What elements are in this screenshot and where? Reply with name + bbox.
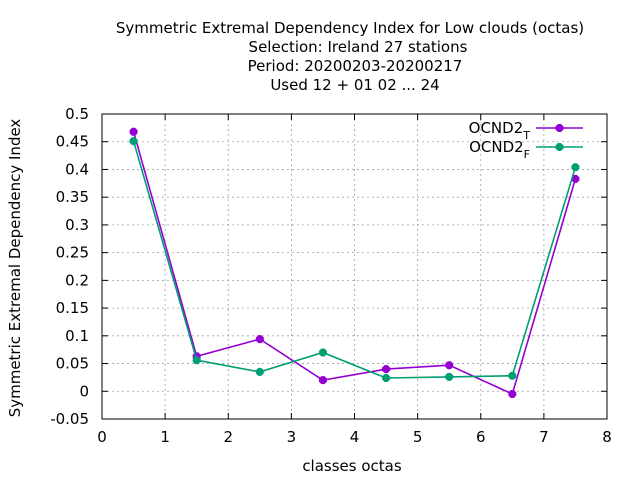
series-1 — [129, 127, 580, 399]
y-tick-label: 0.5 — [65, 105, 89, 123]
grid — [101, 113, 608, 420]
x-tick-label: 5 — [413, 428, 423, 446]
x-tick-label: 4 — [350, 428, 360, 446]
data-point — [192, 356, 201, 365]
x-tick-label: 3 — [287, 428, 297, 446]
data-point — [129, 127, 138, 136]
y-tick-label: 0.25 — [56, 244, 89, 262]
x-tick-label: 7 — [539, 428, 549, 446]
y-tick-label: -0.05 — [50, 410, 89, 428]
x-axis-ticks: 0 1 2 3 4 5 6 7 8 — [97, 114, 612, 446]
x-tick-label: 0 — [97, 428, 107, 446]
title-line-2: Selection: Ireland 27 stations — [249, 38, 468, 56]
data-point — [255, 367, 264, 376]
x-tick-label: 6 — [476, 428, 486, 446]
title-line-1: Symmetric Extremal Dependency Index for … — [116, 19, 584, 37]
y-tick-label: 0 — [79, 382, 89, 400]
y-axis-ticks: -0.05 0 0.05 0.1 0.15 0.2 0.25 0.3 0.35 0.4 0.45 0.… — [50, 105, 607, 428]
y-tick-label: 0.35 — [56, 188, 89, 206]
legend-label: OCND2T — [469, 119, 531, 142]
plot-frame — [101, 113, 608, 420]
data-point — [129, 137, 138, 146]
series-line — [132, 131, 577, 396]
series-2 — [129, 137, 580, 382]
title-line-3: Period: 20200203-20200217 — [248, 57, 463, 75]
legend-marker — [555, 124, 564, 132]
data-point — [255, 335, 264, 344]
data-point — [445, 372, 454, 381]
data-point — [508, 390, 517, 399]
y-tick-label: 0.15 — [56, 299, 89, 317]
y-tick-label: 0.45 — [56, 133, 89, 151]
data-point — [382, 365, 391, 374]
x-tick-label: 2 — [223, 428, 233, 446]
legend-label: OCND2F — [469, 138, 530, 161]
data-point — [571, 163, 580, 172]
data-point — [318, 348, 327, 357]
x-tick-label: 1 — [160, 428, 170, 446]
y-axis-label: Symmetric Extremal Dependency Index — [6, 119, 24, 418]
data-point — [508, 371, 517, 380]
y-tick-label: 0.1 — [65, 327, 89, 345]
x-tick-label: 8 — [602, 428, 612, 446]
y-tick-label: 0.3 — [65, 216, 89, 234]
y-tick-label: 0.05 — [56, 355, 89, 373]
chart-title: Symmetric Extremal Dependency Index for … — [116, 19, 584, 94]
data-point — [445, 361, 454, 370]
y-tick-label: 0.2 — [65, 271, 89, 289]
x-axis-label: classes octas — [302, 457, 402, 475]
title-line-4: Used 12 + 01 02 ... 24 — [270, 76, 439, 94]
series-line — [132, 140, 577, 379]
y-tick-label: 0.4 — [65, 160, 89, 178]
data-point — [382, 373, 391, 382]
legend-marker — [555, 143, 564, 151]
data-point — [318, 376, 327, 385]
data-point — [571, 174, 580, 183]
series — [129, 127, 580, 399]
